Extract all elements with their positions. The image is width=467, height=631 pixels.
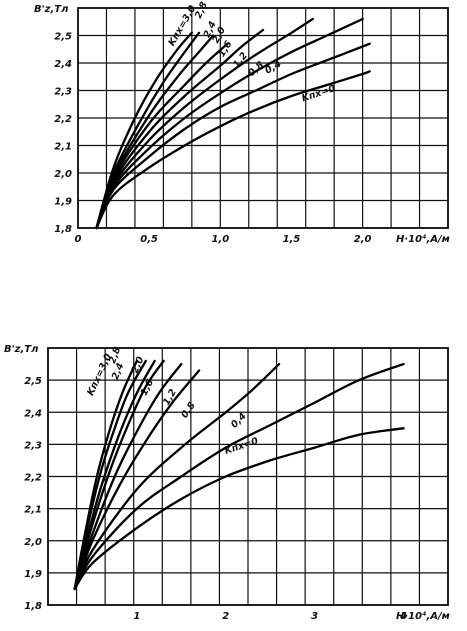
y-axis-label: B'z,Тл <box>34 4 69 15</box>
y-tick-label: 2,2 <box>54 114 72 125</box>
y-tick-label: 2,2 <box>24 473 42 484</box>
series-label: 0,8 <box>179 400 198 420</box>
series-line <box>95 70 371 230</box>
plot-frame <box>77 7 449 229</box>
y-tick-label: 2,0 <box>54 169 72 180</box>
y-tick-label: 2,4 <box>24 408 42 419</box>
series-line <box>95 17 314 230</box>
x-tick-label: 0,5 <box>140 234 158 245</box>
series-line <box>73 362 183 591</box>
y-tick-label: 2,5 <box>54 32 72 43</box>
series-line <box>73 427 405 591</box>
series-line <box>95 28 265 230</box>
series-line <box>95 31 193 230</box>
x-tick-label: 2,0 <box>354 234 372 245</box>
grid <box>77 7 449 229</box>
x-tick-label: 1 <box>133 611 140 622</box>
series-line <box>73 362 281 591</box>
y-tick-label: 2,4 <box>54 59 72 70</box>
x-axis-label: H·10⁴,A/м <box>396 234 450 245</box>
x-tick-label: 2 <box>222 611 229 622</box>
y-tick-label: 2,1 <box>24 505 42 516</box>
series-label: 0,4 <box>229 410 249 430</box>
x-tick-label: 3 <box>311 611 318 622</box>
y-tick-label: 2,0 <box>24 537 42 548</box>
y-tick-label: 1,8 <box>54 224 72 235</box>
series-line <box>73 359 139 591</box>
y-tick-label: 1,9 <box>24 569 42 580</box>
y-axis-label: B'z,Тл <box>4 344 39 355</box>
series-line <box>95 42 371 230</box>
x-tick-label: 0 <box>75 234 82 245</box>
x-tick-label: 4 <box>399 611 407 622</box>
series-line <box>73 362 405 591</box>
x-tick-label: 1,5 <box>283 234 301 245</box>
series-line <box>73 359 165 591</box>
series-line <box>73 369 201 591</box>
y-tick-label: 1,8 <box>24 601 42 612</box>
series-line <box>73 359 156 591</box>
series-label: 1,2 <box>161 387 179 407</box>
y-tick-label: 2,3 <box>54 87 72 98</box>
y-tick-label: 2,5 <box>24 376 42 387</box>
series-line <box>95 17 364 230</box>
y-tick-label: 2,3 <box>24 440 42 451</box>
x-tick-label: 1,0 <box>211 234 229 245</box>
chart-top: 1,8 1,9 2,0 2,1 2,2 2,3 2,4 2,5 0 0,5 1,0 1,5 2,0 B'z… <box>34 0 450 245</box>
y-tick-label: 1,9 <box>54 197 72 208</box>
plot-frame <box>47 347 449 606</box>
chart-bottom: 1,8 1,9 2,0 2,1 2,2 2,3 2,4 2,5 1 2 3 4 B'z,Тл H·10⁴,… <box>4 344 450 622</box>
x-axis-label: H·10⁴,A/м <box>396 611 450 622</box>
y-tick-label: 2,1 <box>54 142 72 153</box>
series-line <box>95 34 215 230</box>
series-line <box>95 31 201 230</box>
